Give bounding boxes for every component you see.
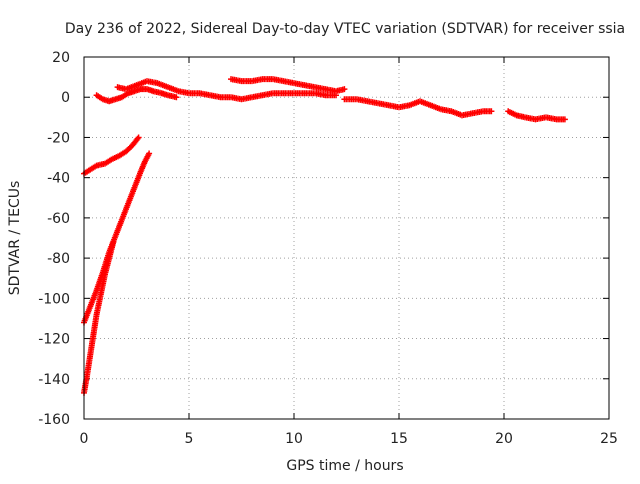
y-tick-label: -20 [47,130,70,146]
y-tick-label: -140 [38,372,70,388]
x-axis-label: GPS time / hours [286,458,403,474]
y-tick-label: 0 [61,90,70,106]
y-tick-label: -120 [38,332,70,348]
data-point [341,86,348,93]
x-tick-label: 25 [600,431,618,447]
data-series [341,96,495,119]
x-tick-label: 20 [495,431,513,447]
data-series [93,86,180,105]
x-tick-label: 15 [390,431,408,447]
chart-title: Day 236 of 2022, Sidereal Day-to-day VTE… [65,21,625,37]
data-series [81,239,117,396]
data-point [488,108,495,115]
data-point [561,116,568,123]
y-axis-label: SDTVAR / TECUs [7,181,23,296]
x-tick-label: 5 [185,431,194,447]
y-tick-label: -160 [38,412,70,428]
data-series [505,108,568,123]
y-tick-label: -100 [38,291,70,307]
axis-ticks: 0 5 10 15 20 25 -160 -140 -120 -100 -80 -60 -40 -20 0 2… [38,50,618,447]
data-series [81,150,153,326]
data-point [110,239,117,246]
y-tick-label: -60 [47,211,70,227]
x-tick-label: 0 [80,431,89,447]
y-tick-label: 20 [52,50,70,66]
y-tick-label: -40 [47,171,70,187]
data-series [114,78,339,103]
x-tick-label: 10 [285,431,303,447]
data-point [173,94,180,101]
plot-frame [83,56,610,420]
data-point [135,134,142,141]
data-point [146,150,153,157]
data-points [81,76,568,396]
data-series [228,76,348,95]
y-tick-label: -80 [47,251,70,267]
grid-lines [84,57,609,419]
data-series [81,134,142,177]
